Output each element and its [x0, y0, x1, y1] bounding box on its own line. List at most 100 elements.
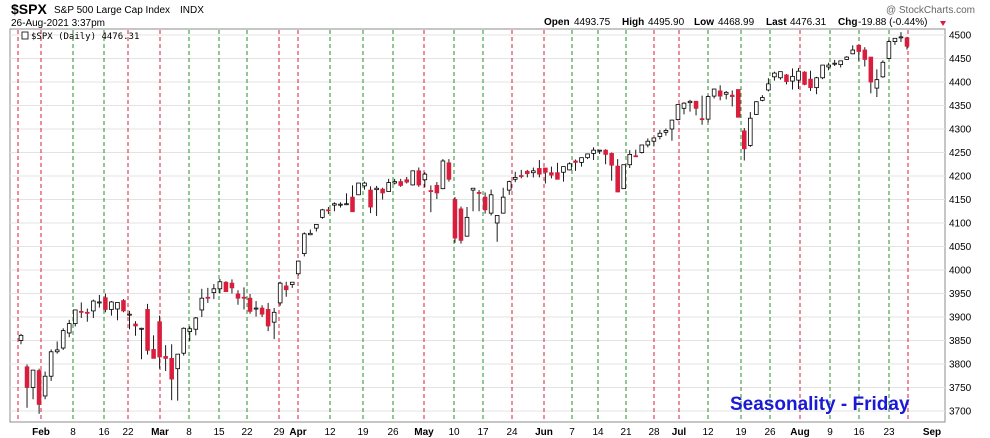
- candle-up: [42, 375, 48, 397]
- candle-down: [615, 165, 620, 193]
- candle-up: [66, 323, 72, 334]
- candle-up: [874, 79, 880, 89]
- candle-up: [181, 327, 187, 354]
- candle-down: [573, 160, 578, 163]
- x-tick-label: 21: [620, 427, 632, 438]
- candle-down: [693, 100, 699, 109]
- candle-up: [127, 313, 132, 316]
- y-tick-label: 3850: [949, 336, 972, 347]
- candle-down: [85, 311, 90, 314]
- y-axis-labels: 3700 3750 3800 3850 3900 3950 4000 4050 4100 4150…: [949, 31, 972, 418]
- quote-open: 4493.75: [574, 17, 611, 28]
- candle-up: [356, 182, 361, 196]
- candle-up: [621, 164, 626, 190]
- candle-up: [97, 301, 102, 304]
- candle-down: [36, 370, 42, 405]
- candle-down: [380, 188, 385, 194]
- y-tick-label: 3800: [949, 360, 972, 371]
- y-grid: [10, 34, 945, 412]
- candle-up: [199, 297, 205, 311]
- x-tick-label: 8: [70, 427, 76, 438]
- candle-down: [169, 357, 174, 380]
- y-tick-label: 4500: [949, 31, 972, 42]
- candle-up: [54, 349, 60, 353]
- x-tick-label: 28: [648, 427, 660, 438]
- candle-up: [512, 177, 518, 180]
- candle-up: [302, 233, 307, 254]
- candle-up: [30, 369, 36, 388]
- candle-up: [567, 163, 572, 171]
- y-tick-label: 4400: [949, 78, 972, 89]
- candle-up: [193, 317, 199, 330]
- candle-down: [416, 170, 422, 186]
- candle-up: [681, 102, 687, 109]
- candle-down: [717, 90, 723, 97]
- quote-high-label: High: [622, 17, 644, 28]
- y-tick-label: 4350: [949, 101, 972, 112]
- candle-down: [458, 208, 464, 241]
- x-tick-label: 14: [592, 427, 604, 438]
- candle-up: [338, 203, 343, 206]
- y-tick-label: 4000: [949, 266, 972, 277]
- candle-up: [72, 309, 78, 324]
- candle-down: [609, 153, 614, 166]
- candle-up: [253, 307, 259, 310]
- seasonality-annotation: Seasonality - Friday: [730, 394, 910, 415]
- quote-chg-label: Chg: [838, 17, 857, 28]
- candle-up: [295, 260, 301, 275]
- candle-up: [627, 153, 633, 166]
- candle-up: [488, 194, 494, 214]
- candle-up: [597, 149, 602, 152]
- x-tick-label: 16: [98, 427, 110, 438]
- x-tick-label: 15: [213, 427, 225, 438]
- candle-down: [79, 310, 84, 313]
- quote-low-label: Low: [694, 17, 714, 28]
- y-tick-label: 3900: [949, 313, 972, 324]
- candle-down: [904, 37, 910, 47]
- candle-up: [561, 166, 566, 173]
- candle-up: [663, 130, 669, 133]
- candle-down: [133, 323, 138, 327]
- candle-up: [470, 187, 476, 191]
- plot-frame: [9, 28, 946, 423]
- candle-up: [850, 49, 856, 55]
- candle-up: [91, 300, 96, 312]
- candle-down: [446, 162, 452, 180]
- candle-up: [314, 224, 319, 229]
- candle-up: [705, 96, 711, 120]
- candle-down: [103, 297, 108, 310]
- x-tick-label: Jul: [672, 427, 687, 438]
- watermark: @ StockCharts.com: [886, 5, 975, 16]
- candle-up: [422, 173, 428, 181]
- candle-down: [802, 71, 807, 85]
- symbol: $SPX: [11, 1, 47, 17]
- y-tick-label: 4050: [949, 242, 972, 253]
- candle-up: [392, 181, 397, 184]
- candle-down: [633, 155, 639, 158]
- x-tick-label: Aug: [790, 427, 809, 438]
- candle-down: [808, 78, 813, 89]
- x-tick-label: 19: [735, 427, 747, 438]
- candle-up: [506, 181, 512, 191]
- y-tick-label: 4250: [949, 148, 972, 159]
- x-tick-label: 7: [569, 427, 575, 438]
- x-tick-label: 26: [387, 427, 399, 438]
- x-tick-label: 12: [702, 427, 714, 438]
- date-time: 26-Aug-2021 3:37pm: [11, 18, 105, 29]
- candle-down: [862, 49, 868, 60]
- y-tick-label: 4150: [949, 195, 972, 206]
- candle-up: [675, 104, 681, 120]
- x-tick-label: 10: [448, 427, 460, 438]
- x-tick-label: 19: [357, 427, 369, 438]
- candle-up: [778, 71, 783, 79]
- candle-up: [271, 311, 277, 323]
- candle-down: [729, 94, 735, 97]
- exchange: INDX: [180, 5, 204, 16]
- x-tick-label: Mar: [151, 427, 169, 438]
- candle-down: [326, 209, 331, 212]
- candle-up: [880, 61, 886, 78]
- candle-down: [543, 167, 548, 173]
- candles: [18, 32, 910, 414]
- x-tick-label: 12: [324, 427, 336, 438]
- x-tick-label: May: [414, 427, 434, 438]
